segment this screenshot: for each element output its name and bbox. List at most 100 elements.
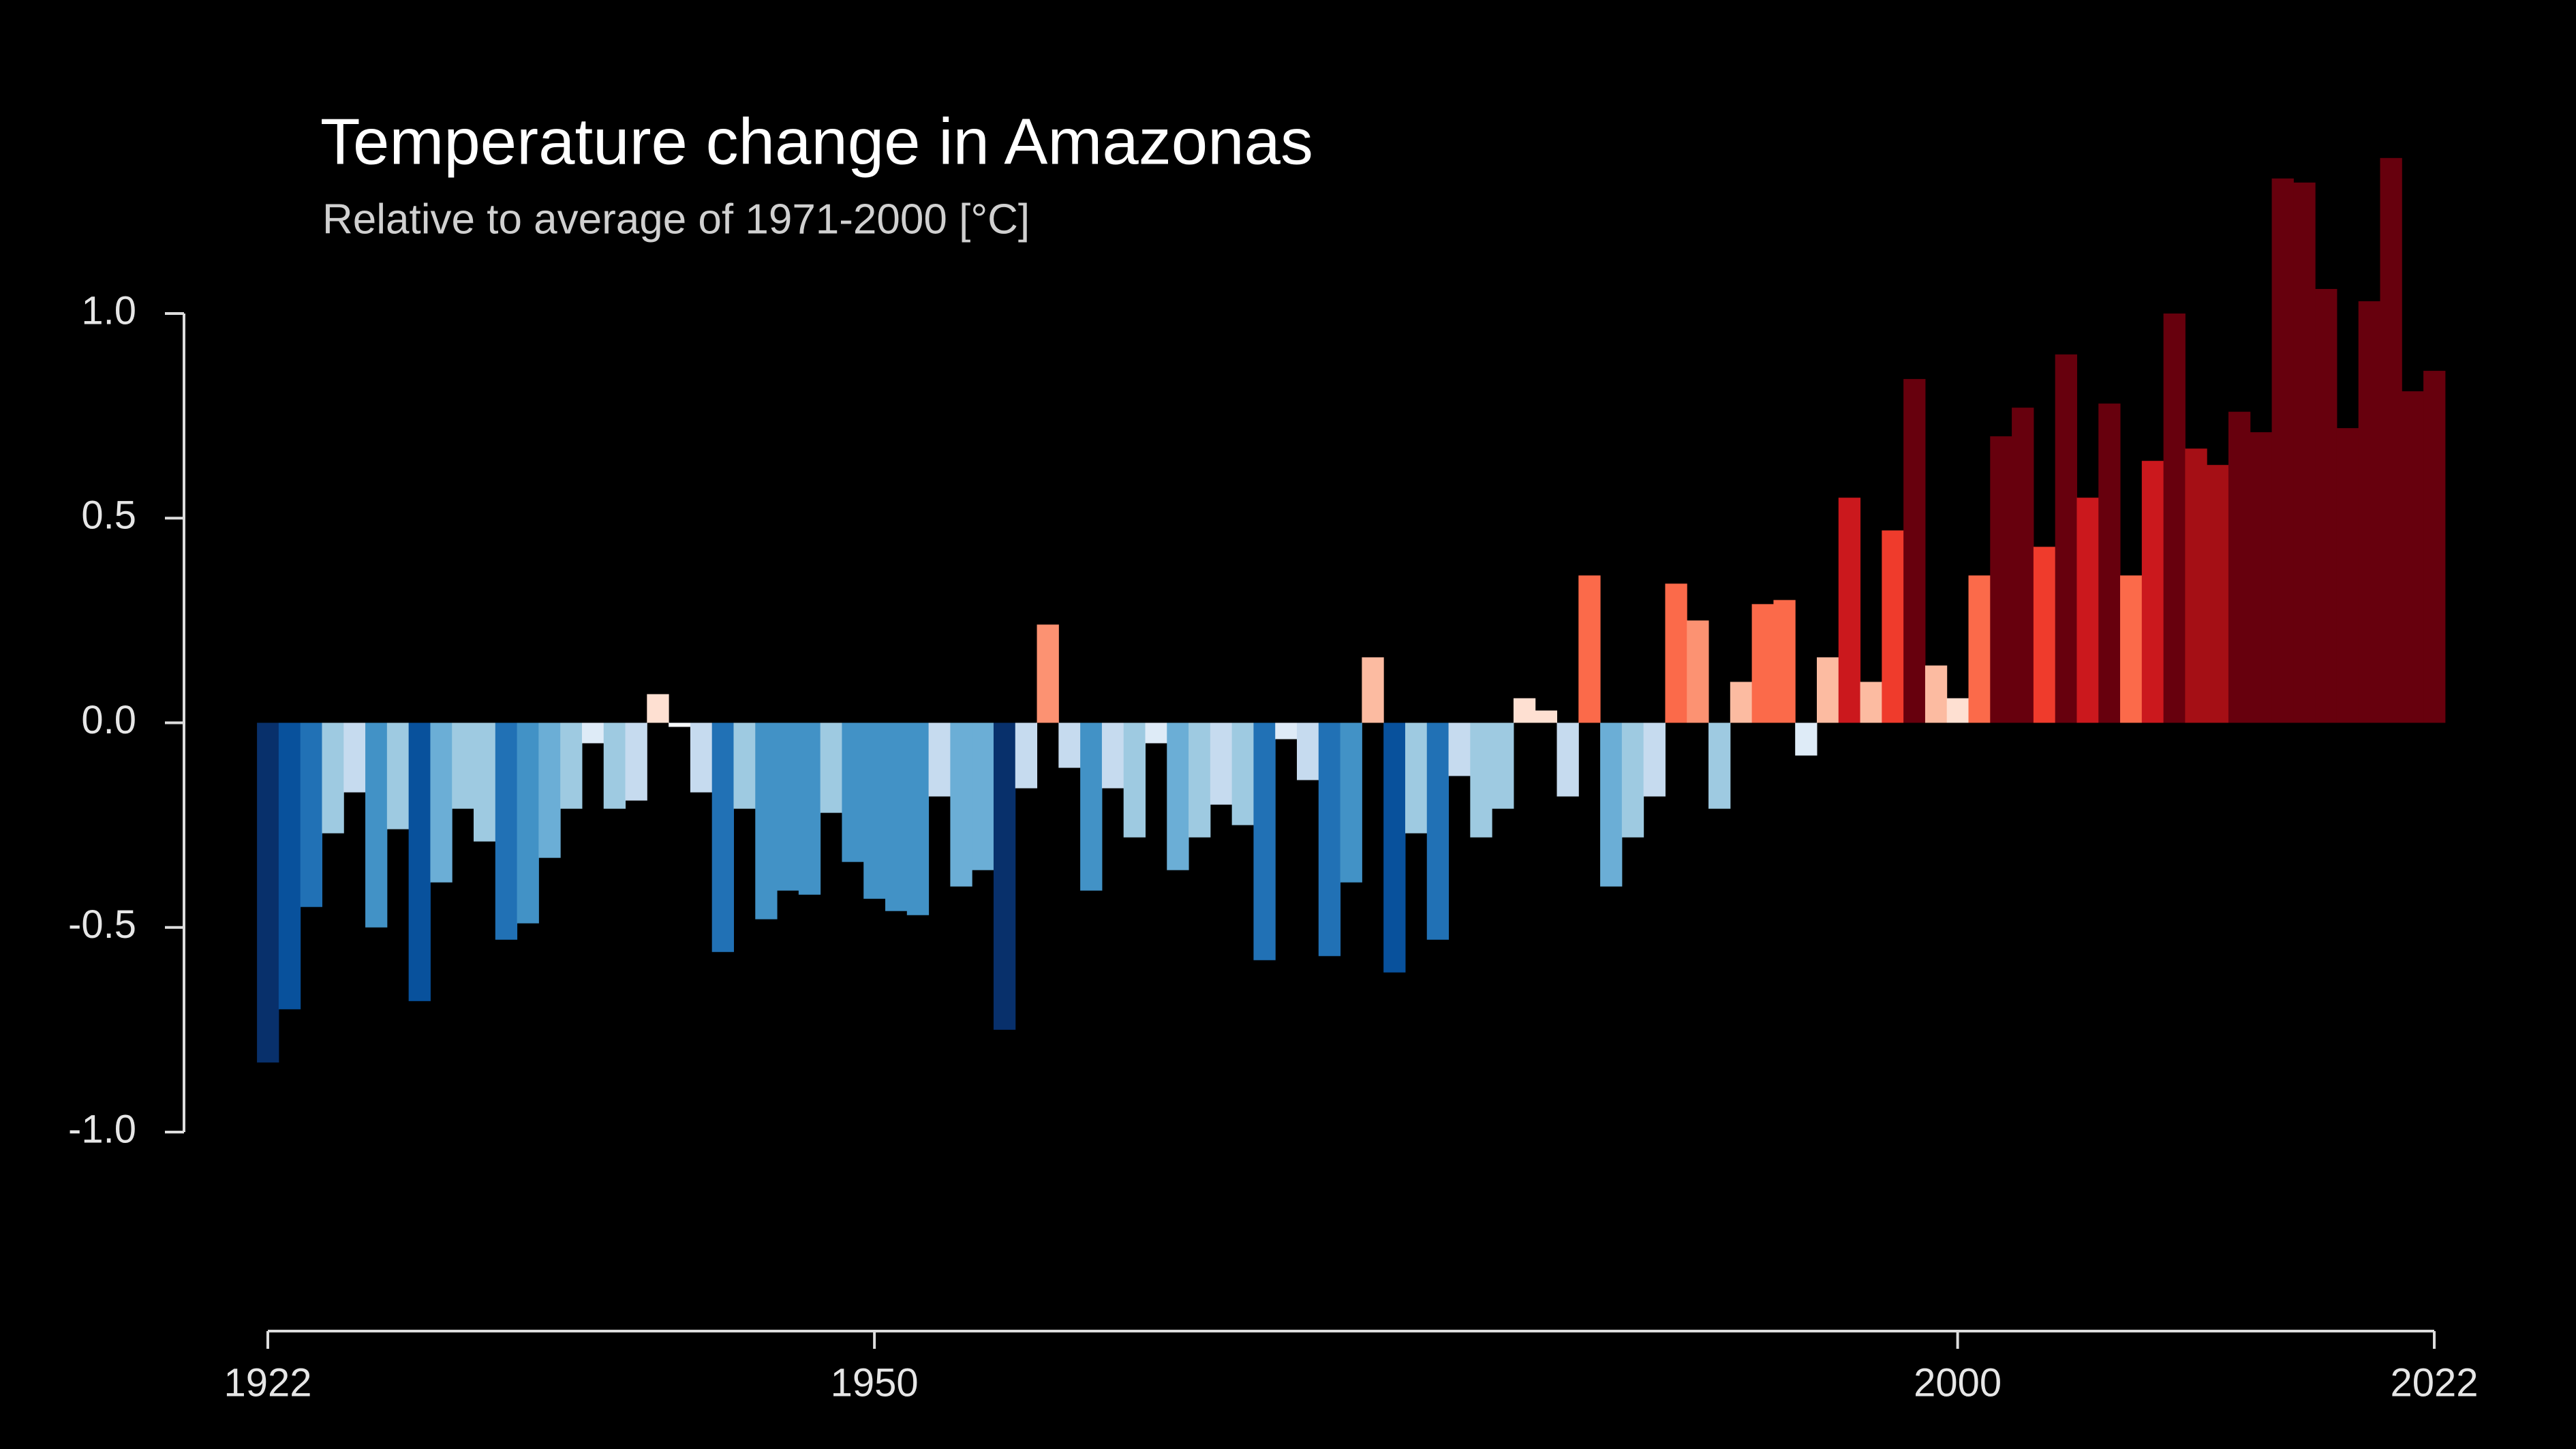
bar (1795, 722, 1818, 756)
bar (2293, 182, 2316, 723)
bar (2163, 314, 2186, 723)
bar (1557, 722, 1579, 797)
bar (2185, 448, 2207, 723)
bar (711, 722, 734, 952)
bar (1123, 722, 1146, 838)
bar (2423, 371, 2446, 723)
bar (1167, 722, 1189, 870)
bar (343, 722, 366, 793)
bar (1751, 604, 1774, 723)
bar (365, 722, 388, 928)
bar (798, 722, 821, 895)
bar (2207, 465, 2229, 723)
bar (1448, 722, 1471, 776)
bar (386, 722, 410, 829)
bar (755, 722, 778, 919)
chart-title: Temperature change in Amazonas (320, 105, 1313, 178)
bar (1275, 722, 1298, 739)
bar (1946, 698, 1969, 723)
bar (906, 722, 930, 915)
bar (452, 722, 474, 809)
bar (495, 722, 518, 940)
bar (1080, 722, 1103, 891)
bar (257, 722, 279, 1063)
bar (2141, 461, 2164, 723)
bar (885, 722, 908, 911)
bar (820, 722, 842, 813)
bar (1189, 722, 1211, 838)
bar (1838, 498, 1861, 723)
bar (777, 722, 799, 891)
bar (1665, 583, 1687, 723)
bar (1492, 722, 1514, 809)
bar (1145, 722, 1167, 744)
bar (1362, 657, 1384, 723)
y-tick-label: 0.0 (81, 698, 136, 742)
bar (972, 722, 994, 870)
bar (300, 722, 322, 907)
bar (2033, 547, 2056, 723)
bar (538, 722, 561, 858)
bar (1101, 722, 1124, 789)
bar (1297, 722, 1319, 780)
x-tick-label: 1950 (831, 1360, 919, 1405)
bar (278, 722, 301, 1009)
bar (474, 722, 496, 842)
bar (1578, 575, 1601, 723)
bar (408, 722, 431, 1001)
bar (1405, 722, 1428, 834)
bar (1513, 698, 1536, 723)
bar (1860, 682, 1882, 723)
bar (1210, 722, 1233, 805)
bar (1058, 722, 1081, 768)
bar (1318, 722, 1341, 956)
bar (842, 722, 864, 862)
bar (690, 722, 713, 793)
bar (1643, 722, 1666, 797)
y-tick-label: 1.0 (81, 288, 136, 333)
bar (2358, 301, 2381, 723)
bar (863, 722, 886, 899)
bar (928, 722, 951, 797)
bar (2271, 178, 2294, 723)
bar (2228, 412, 2251, 723)
bar (1535, 710, 1558, 723)
bar (1383, 722, 1406, 973)
bar (647, 694, 669, 723)
y-tick-label: -1.0 (68, 1107, 136, 1151)
bar (1903, 379, 1926, 723)
bar (2402, 391, 2424, 723)
bar (581, 722, 604, 744)
bar (2120, 575, 2143, 723)
bar (1340, 722, 1362, 883)
bar (1990, 436, 2012, 723)
bar (1730, 682, 1753, 723)
bar (1470, 722, 1492, 838)
bar (2055, 354, 2077, 723)
x-tick-label: 1922 (224, 1360, 311, 1405)
bar (2012, 408, 2034, 723)
bar (625, 722, 647, 801)
bar (2380, 157, 2402, 723)
bar (1687, 620, 1709, 723)
bar (2315, 288, 2337, 723)
bar (2336, 428, 2359, 723)
chart-subtitle: Relative to average of 1971-2000 [°C] (322, 196, 1030, 243)
bar (517, 722, 539, 924)
x-tick-label: 2000 (1914, 1360, 2002, 1405)
bar (1426, 722, 1450, 940)
bar (1600, 722, 1623, 887)
bar (1231, 722, 1254, 825)
bar (322, 722, 344, 834)
bar (1015, 722, 1038, 789)
bar (2076, 498, 2099, 723)
bar (733, 722, 756, 809)
bar (1708, 722, 1731, 809)
bar (1816, 657, 1839, 723)
bar (2098, 403, 2121, 723)
bar (1925, 665, 1948, 723)
bar (1621, 722, 1644, 838)
x-tick-label: 2022 (2390, 1360, 2478, 1405)
